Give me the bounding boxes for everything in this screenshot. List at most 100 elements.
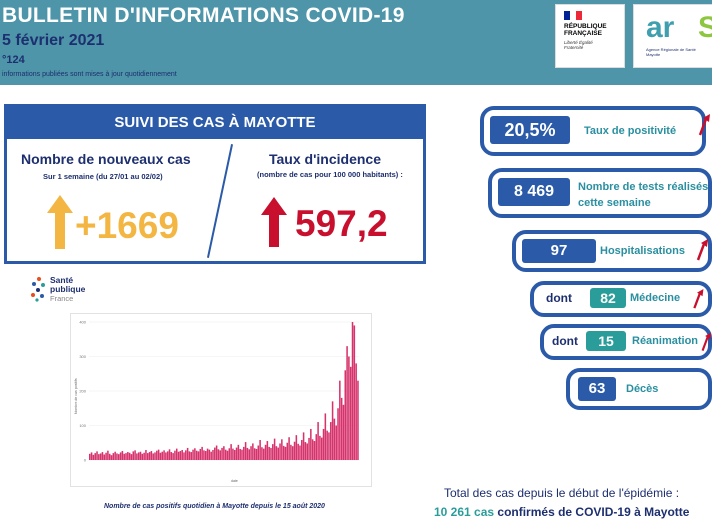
daily-cases-bar xyxy=(333,418,336,460)
daily-cases-bar xyxy=(197,451,200,460)
daily-cases-bar xyxy=(232,448,234,460)
daily-cases-bar xyxy=(145,449,147,460)
daily-cases-bar xyxy=(243,446,245,460)
daily-cases-bar xyxy=(203,450,205,460)
deaths-label: Décès xyxy=(626,383,659,395)
daily-cases-bar xyxy=(139,451,142,460)
daily-cases-bar xyxy=(351,322,354,460)
daily-cases-bar xyxy=(181,449,183,460)
daily-cases-bar xyxy=(320,437,323,460)
daily-cases-bar xyxy=(293,441,296,460)
daily-cases-bar xyxy=(340,397,343,460)
daily-cases-bar xyxy=(148,452,151,460)
daily-cases-bar xyxy=(105,452,107,460)
daily-cases-bar xyxy=(342,404,345,460)
new-cases-label: Nombre de nouveaux cas xyxy=(21,151,191,167)
daily-cases-bar xyxy=(199,448,202,460)
daily-cases-bar xyxy=(239,448,241,460)
rf-name: RÉPUBLIQUE FRANÇAISE xyxy=(564,23,607,37)
daily-cases-bar xyxy=(235,447,238,460)
ars-word: ar xyxy=(646,11,675,44)
reanimation-card: dont 15 Réanimation xyxy=(540,324,712,360)
daily-cases-bar xyxy=(174,450,176,460)
daily-cases-bar xyxy=(107,450,109,460)
daily-cases-bar xyxy=(255,448,258,460)
daily-cases-bar xyxy=(154,452,156,460)
daily-cases-bar xyxy=(268,446,270,460)
daily-cases-bar xyxy=(192,449,194,460)
daily-cases-chart: 0 100 200 300 400 Nombre de cas positifs dat… xyxy=(70,313,372,487)
daily-cases-bar xyxy=(295,435,298,460)
y-tick-label: 200 xyxy=(79,389,86,394)
daily-cases-bar xyxy=(103,454,106,460)
daily-cases-bar xyxy=(304,442,307,460)
tests-value: 8 469 xyxy=(498,178,570,206)
daily-cases-bar xyxy=(233,449,236,460)
daily-cases-bar xyxy=(127,452,129,460)
daily-cases-bar xyxy=(96,451,98,460)
positivity-label: Taux de positivité xyxy=(584,125,677,137)
x-axis-label: date xyxy=(231,479,238,483)
daily-cases-bar xyxy=(308,437,310,460)
daily-cases-bar xyxy=(210,451,212,460)
daily-cases-bar xyxy=(335,425,337,460)
daily-cases-bar xyxy=(123,453,125,460)
daily-cases-bar xyxy=(262,448,265,460)
incidence-subtitle: (nombre de cas pour 100 000 habitants) : xyxy=(257,170,403,179)
daily-cases-bar xyxy=(346,346,348,460)
daily-cases-bar xyxy=(353,325,356,460)
daily-cases-bar xyxy=(177,451,180,460)
spf-name: Santé publique xyxy=(50,275,86,294)
daily-cases-bar xyxy=(204,451,207,460)
daily-cases-bar xyxy=(273,438,276,460)
daily-cases-bar xyxy=(134,450,136,460)
daily-cases-bar xyxy=(302,432,305,460)
ars-s: S xyxy=(698,11,712,45)
daily-cases-bar xyxy=(228,448,231,460)
daily-cases-bar xyxy=(156,450,158,460)
daily-cases-bar xyxy=(331,401,334,460)
spf-dots-icon xyxy=(31,277,45,302)
medecine-prefix: dont xyxy=(546,291,572,305)
y-tick-label: 300 xyxy=(79,354,86,359)
spf-country: France xyxy=(50,294,74,303)
hospitalisations-card: 97 Hospitalisations xyxy=(512,230,712,272)
total-cases-count: 10 261 cas xyxy=(434,505,495,519)
daily-cases-bar xyxy=(166,451,169,460)
daily-cases-bar xyxy=(214,447,216,460)
daily-cases-bar xyxy=(186,447,189,460)
daily-cases-bar xyxy=(259,439,261,460)
daily-cases-bar xyxy=(132,451,135,460)
daily-cases-bar xyxy=(175,448,178,460)
hospitalisations-label: Hospitalisations xyxy=(600,245,685,257)
daily-cases-bar xyxy=(328,432,330,460)
daily-cases-bar xyxy=(201,446,203,460)
daily-cases-bar xyxy=(179,451,182,460)
y-tick-label: 400 xyxy=(79,320,86,325)
medecine-trend-up-icon xyxy=(693,289,704,309)
positivity-value: 20,5% xyxy=(490,116,570,144)
daily-cases-bar xyxy=(277,447,279,460)
daily-cases-bar xyxy=(101,452,104,460)
daily-cases-bar xyxy=(165,452,167,460)
reanimation-trend-up-icon xyxy=(701,332,712,351)
rf-motto: Liberté Égalité Fraternité xyxy=(564,40,593,50)
daily-cases-bar xyxy=(89,453,91,460)
tests-label-2: cette semaine xyxy=(578,197,651,209)
daily-cases-bar xyxy=(299,445,301,460)
daily-cases-bar xyxy=(159,452,162,460)
daily-cases-bar xyxy=(208,449,211,460)
republique-francaise-logo: RÉPUBLIQUE FRANÇAISE Liberté Égalité Fra… xyxy=(555,4,625,68)
deaths-value: 63 xyxy=(578,377,616,401)
daily-cases-bar xyxy=(237,444,240,460)
daily-cases-bar xyxy=(290,444,292,460)
reanimation-prefix: dont xyxy=(552,334,578,348)
daily-cases-bar xyxy=(357,380,359,460)
daily-cases-bar xyxy=(92,454,95,460)
daily-cases-bar xyxy=(152,453,154,460)
daily-cases-bar xyxy=(317,422,319,460)
daily-cases-bar xyxy=(219,450,222,460)
daily-cases-bar xyxy=(188,451,191,460)
daily-cases-bar xyxy=(284,446,287,460)
cases-panel: SUIVI DES CAS À MAYOTTE Nombre de nouvea… xyxy=(4,104,426,264)
